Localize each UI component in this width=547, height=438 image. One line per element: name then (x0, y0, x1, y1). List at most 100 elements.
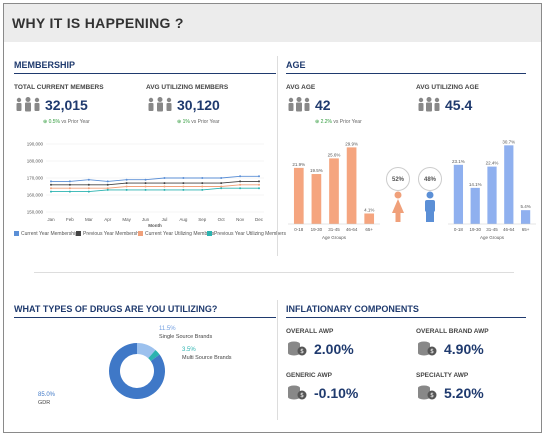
data-point (106, 187, 109, 190)
bar-value-label: 30.7% (502, 139, 515, 144)
x-tick-label: Apr (104, 217, 112, 222)
inflation-title: INFLATIONARY COMPONENTS (286, 304, 419, 314)
data-point (106, 188, 109, 191)
x-tick-label: 65+ (522, 227, 530, 232)
total-change-value: 0.5% (48, 119, 60, 125)
legend-label: Previous Year Membership (83, 231, 143, 237)
data-point (87, 190, 90, 193)
male-icon (425, 191, 435, 222)
data-point (201, 182, 204, 185)
dashboard-frame: WHY IT IS HAPPENING ? MEMBERSHIP TOTAL C… (3, 3, 542, 433)
y-tick-label: 180,000 (27, 159, 44, 164)
x-tick-label: 65+ (365, 227, 373, 232)
data-point (106, 180, 109, 183)
specialty-awp-label: SPECIALTY AWP (416, 372, 469, 379)
single-source-pct: 11.5% (159, 326, 176, 332)
legend-label: Previous Year Utilizing Members (214, 231, 286, 237)
data-point (220, 187, 223, 190)
overall-brand-awp-value: 4.90% (444, 341, 484, 357)
page-title: WHY IT IS HAPPENING ? (12, 15, 184, 31)
x-tick-label: Mar (85, 217, 93, 222)
data-point (201, 188, 204, 191)
bar-value-label: 19.5% (310, 168, 323, 173)
data-point (220, 185, 223, 188)
data-point (125, 178, 128, 181)
inflation-underline (286, 317, 526, 318)
age-change-value: 2.2% (320, 119, 332, 125)
avg-age-label: AVG AGE (286, 84, 316, 91)
legend-previous-utilizing: Previous Year Utilizing Members (207, 231, 286, 237)
donut-slice (109, 343, 165, 399)
y-tick-label: 190,000 (27, 142, 44, 147)
y-tick-label: 150,000 (27, 210, 44, 215)
data-point (163, 188, 166, 191)
membership-title: MEMBERSHIP (14, 60, 76, 70)
total-members-value: 32,015 (45, 97, 88, 113)
x-tick-label: Feb (66, 217, 74, 222)
legend-current-utilizing: Current Year Utilizing Members (138, 231, 214, 237)
y-tick-label: 160,000 (27, 193, 44, 198)
x-tick-label: Aug (179, 217, 188, 222)
coins-icon: $ (288, 385, 307, 400)
generic-awp-value: -0.10% (314, 385, 359, 401)
bar-value-label: 23.1% (452, 159, 465, 164)
svg-text:$: $ (430, 392, 434, 399)
y-tick-label: 170,000 (27, 176, 44, 181)
x-tick-label: 0-18 (294, 227, 304, 232)
svg-text:$: $ (430, 348, 434, 355)
data-point (220, 182, 223, 185)
data-point (239, 187, 242, 190)
people-icon (288, 97, 310, 112)
data-point (201, 185, 204, 188)
vertical-divider (277, 300, 278, 420)
x-tick-label: Dec (255, 217, 264, 222)
coins-icon: $ (418, 341, 437, 356)
bar-value-label: 5.4% (520, 204, 530, 209)
data-point (239, 175, 242, 178)
single-source-label: Single Source Brands (159, 334, 213, 340)
female-icon (392, 191, 404, 222)
gdr-label: GDR (38, 400, 51, 406)
avg-utilizing-age-label: AVG UTILIZING AGE (416, 84, 479, 91)
overall-brand-awp-label: OVERALL BRAND AWP (416, 328, 489, 335)
drugs-title: WHAT TYPES OF DRUGS ARE YOU UTILIZING? (14, 304, 218, 314)
x-tick-label: 19-30 (469, 227, 481, 232)
data-point (50, 187, 52, 190)
age-bar (364, 213, 375, 224)
female-percent: 52% (386, 167, 410, 191)
legend-current-membership: Current Year Membership (14, 231, 78, 237)
x-tick-label: 46-64 (503, 227, 515, 232)
data-point (68, 187, 71, 190)
data-point (163, 177, 166, 179)
data-point (258, 175, 260, 178)
data-point (50, 183, 52, 186)
data-point (258, 183, 260, 186)
drug-type-donut-chart (109, 343, 165, 399)
age-bar (329, 158, 339, 224)
data-point (182, 188, 185, 191)
legend-label: Current Year Utilizing Members (145, 231, 215, 237)
data-point (258, 180, 260, 183)
series-line (51, 175, 259, 182)
x-tick-label: Jun (142, 217, 150, 222)
data-point (106, 183, 109, 186)
data-point (68, 183, 71, 186)
series-line (51, 184, 259, 189)
donut-slice (148, 349, 160, 362)
legend-swatch (207, 231, 212, 237)
series-line (51, 180, 259, 186)
x-tick-label: Oct (218, 217, 226, 222)
gdr-pct: 85.0% (38, 392, 56, 398)
data-point (144, 182, 147, 185)
legend-swatch (138, 231, 143, 237)
data-point (125, 182, 128, 185)
legend-swatch (76, 231, 81, 237)
data-point (258, 187, 260, 190)
bar-value-label: 25.6% (328, 152, 341, 157)
legend-label: Current Year Membership (21, 231, 78, 237)
avg-utilizing-value: 30,120 (177, 97, 220, 113)
x-axis-label: Age Groups (322, 235, 347, 240)
x-tick-label: 19-30 (311, 227, 323, 232)
age-bar (453, 164, 464, 224)
multi-source-pct: 3.5% (182, 347, 196, 353)
